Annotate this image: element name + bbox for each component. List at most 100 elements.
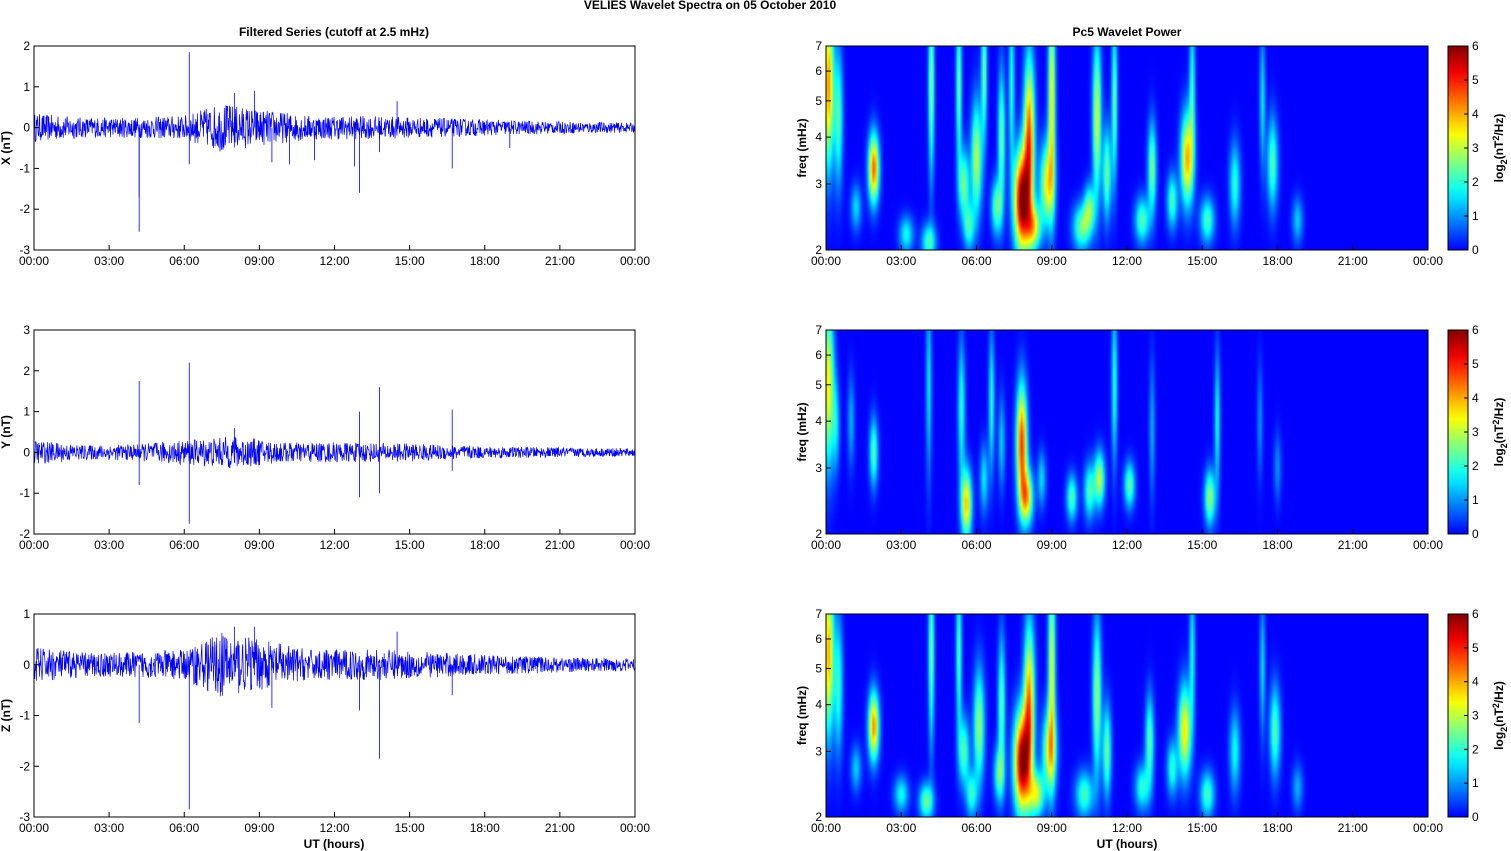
y-wavelet-colorbar-label: log2(nT2/Hz) (1491, 398, 1509, 467)
y-wavelet-ytick-label: 5 (815, 378, 822, 392)
z-wavelet-colorbar: 0 1 2 3 4 5 6 log2(nT2/Hz) (1447, 607, 1509, 824)
x-filtered-ytick-label: -3 (19, 243, 30, 257)
y-wavelet-xtick-label: 12:00 (1112, 538, 1142, 552)
z-wavelet-xtick-label: 09:00 (1037, 821, 1067, 835)
y-wavelet-colorbar-tick-label: 5 (1472, 357, 1479, 371)
y-filtered-xtick-label: 06:00 (169, 538, 199, 552)
z-wavelet-colorbar-tick-label: 5 (1472, 641, 1479, 655)
y-filtered-xtick-label: 21:00 (545, 538, 575, 552)
x-filtered-xtick-label: 21:00 (545, 254, 575, 268)
x-wavelet-ytick-label: 3 (815, 177, 822, 191)
z-wavelet-colorbar-tick-label: 3 (1472, 709, 1479, 723)
z-wavelet-xtick-label: 06:00 (961, 821, 991, 835)
x-wavelet-ytick-label: 6 (815, 64, 822, 78)
y-wavelet-ytick-label: 4 (815, 414, 822, 428)
y-filtered-xtick-label: 00:00 (620, 538, 650, 552)
y-filtered-xtick-label: 03:00 (94, 538, 124, 552)
x-wavelet-colorbar-tick-label: 5 (1472, 73, 1479, 87)
x-wavelet-xtick-label: 12:00 (1112, 254, 1142, 268)
left-column-title: Filtered Series (cutoff at 2.5 mHz) (239, 25, 429, 39)
x-filtered-ytick-label: -1 (19, 161, 30, 175)
z-filtered-xtick-label: 06:00 (169, 821, 199, 835)
y-filtered-ytick-label: -1 (19, 486, 30, 500)
z-wavelet-xtick-label: 03:00 (886, 821, 916, 835)
right-xlabel: UT (hours) (1097, 837, 1158, 851)
y-filtered-ytick-label: -2 (19, 527, 30, 541)
right-column-title: Pc5 Wavelet Power (1073, 25, 1182, 39)
x-wavelet-colorbar-tick-label: 2 (1472, 175, 1479, 189)
x-filtered-xtick-label: 15:00 (395, 254, 425, 268)
x-wavelet-ytick-label: 2 (815, 243, 822, 257)
panels: 210-1-2-300:00 03:00 06:00 09:00 12:00 15:00 1… (0, 39, 1509, 835)
z-wavelet-colorbar-tick-label: 4 (1472, 675, 1479, 689)
y-wavelet-colorbar-tick-label: 4 (1472, 391, 1479, 405)
z-filtered-xtick-label: 00:00 (19, 821, 49, 835)
x-wavelet-xtick-label: 00:00 (811, 254, 841, 268)
z-filtered-ylabel: Z (nT) (0, 699, 13, 732)
x-filtered-panel: 210-1-2-300:00 03:00 06:00 09:00 12:00 15:00 1… (0, 39, 650, 268)
x-wavelet-ylabel: freq (mHz) (795, 118, 809, 177)
y-filtered-ylabel: Y (nT) (0, 415, 13, 449)
z-wavelet-xtick-label: 12:00 (1112, 821, 1142, 835)
x-wavelet-xtick-label: 18:00 (1262, 254, 1292, 268)
x-filtered-series-line (33, 105, 636, 152)
y-wavelet-colorbar-tick-label: 6 (1472, 323, 1479, 337)
x-wavelet-colorbar: 0 1 2 3 4 5 6 log2(nT2/Hz) (1447, 39, 1509, 257)
y-wavelet-colorbar-tick-label: 2 (1472, 459, 1479, 473)
z-wavelet-colorbar-label: log2(nT2/Hz) (1491, 681, 1509, 750)
z-filtered-ytick-label: -1 (19, 709, 30, 723)
y-wavelet-ytick-label: 2 (815, 527, 822, 541)
x-wavelet-xtick-label: 06:00 (961, 254, 991, 268)
y-wavelet-xtick-label: 21:00 (1338, 538, 1368, 552)
y-wavelet-xtick-label: 09:00 (1037, 538, 1067, 552)
x-wavelet-xtick-label: 03:00 (886, 254, 916, 268)
x-wavelet-xtick-label: 09:00 (1037, 254, 1067, 268)
x-wavelet-ytick-label: 7 (815, 39, 822, 53)
x-filtered-ylabel: X (nT) (0, 131, 13, 165)
y-filtered-xtick-label: 09:00 (244, 538, 274, 552)
z-filtered-xtick-label: 00:00 (620, 821, 650, 835)
z-wavelet-colorbar-tick-label: 6 (1472, 607, 1479, 621)
y-wavelet-xtick-label: 03:00 (886, 538, 916, 552)
z-wavelet-xtick-label: 21:00 (1338, 821, 1368, 835)
x-filtered-plot-bg (34, 46, 635, 250)
z-wavelet-ytick-label: 2 (815, 810, 822, 824)
x-filtered-ytick-label: -2 (19, 202, 30, 216)
z-wavelet-xtick-label: 00:00 (811, 821, 841, 835)
z-wavelet-ytick-label: 3 (815, 744, 822, 758)
y-wavelet-ylabel: freq (mHz) (795, 402, 809, 461)
x-filtered-xtick-label: 18:00 (470, 254, 500, 268)
y-wavelet-xtick-label: 00:00 (1413, 538, 1443, 552)
x-filtered-ytick-label: 2 (23, 39, 30, 53)
z-wavelet-xtick-label: 15:00 (1187, 821, 1217, 835)
y-filtered-xtick-label: 00:00 (19, 538, 49, 552)
x-wavelet-colorbar-tick-label: 6 (1472, 39, 1479, 53)
z-wavelet-colorbar-tick-label: 0 (1472, 810, 1479, 824)
y-wavelet-colorbar-tick-label: 1 (1472, 493, 1479, 507)
z-filtered-xtick-label: 12:00 (319, 821, 349, 835)
y-wavelet-xtick-label: 06:00 (961, 538, 991, 552)
y-filtered-ytick-label: 0 (23, 445, 30, 459)
x-filtered-xtick-label: 12:00 (319, 254, 349, 268)
x-filtered-ytick-label: 0 (23, 121, 30, 135)
y-filtered-plot-bg (34, 330, 635, 534)
z-wavelet-ylabel: freq (mHz) (795, 686, 809, 745)
x-filtered-xtick-label: 00:00 (19, 254, 49, 268)
x-wavelet-colorbar-tick-label: 1 (1472, 209, 1479, 223)
y-filtered-ytick-label: 2 (23, 364, 30, 378)
z-wavelet-panel: 2 3 4 5 6 7 00:00 03:00 06:00 09:00 12:00 15:00 18:0… (795, 607, 1509, 835)
x-filtered-ytick-label: 1 (23, 80, 30, 94)
z-filtered-xtick-label: 21:00 (545, 821, 575, 835)
z-wavelet-colorbar-tick-label: 1 (1472, 776, 1479, 790)
z-filtered-plot-bg (34, 614, 635, 817)
x-filtered-xtick-label: 00:00 (620, 254, 650, 268)
y-wavelet-xtick-label: 00:00 (811, 538, 841, 552)
y-wavelet-colorbar-tick-label: 0 (1472, 527, 1479, 541)
z-filtered-xtick-label: 09:00 (244, 821, 274, 835)
z-filtered-xtick-label: 03:00 (94, 821, 124, 835)
y-filtered-xtick-label: 18:00 (470, 538, 500, 552)
z-wavelet-colorbar-tick-label: 2 (1472, 742, 1479, 756)
z-filtered-ytick-label: 1 (23, 607, 30, 621)
